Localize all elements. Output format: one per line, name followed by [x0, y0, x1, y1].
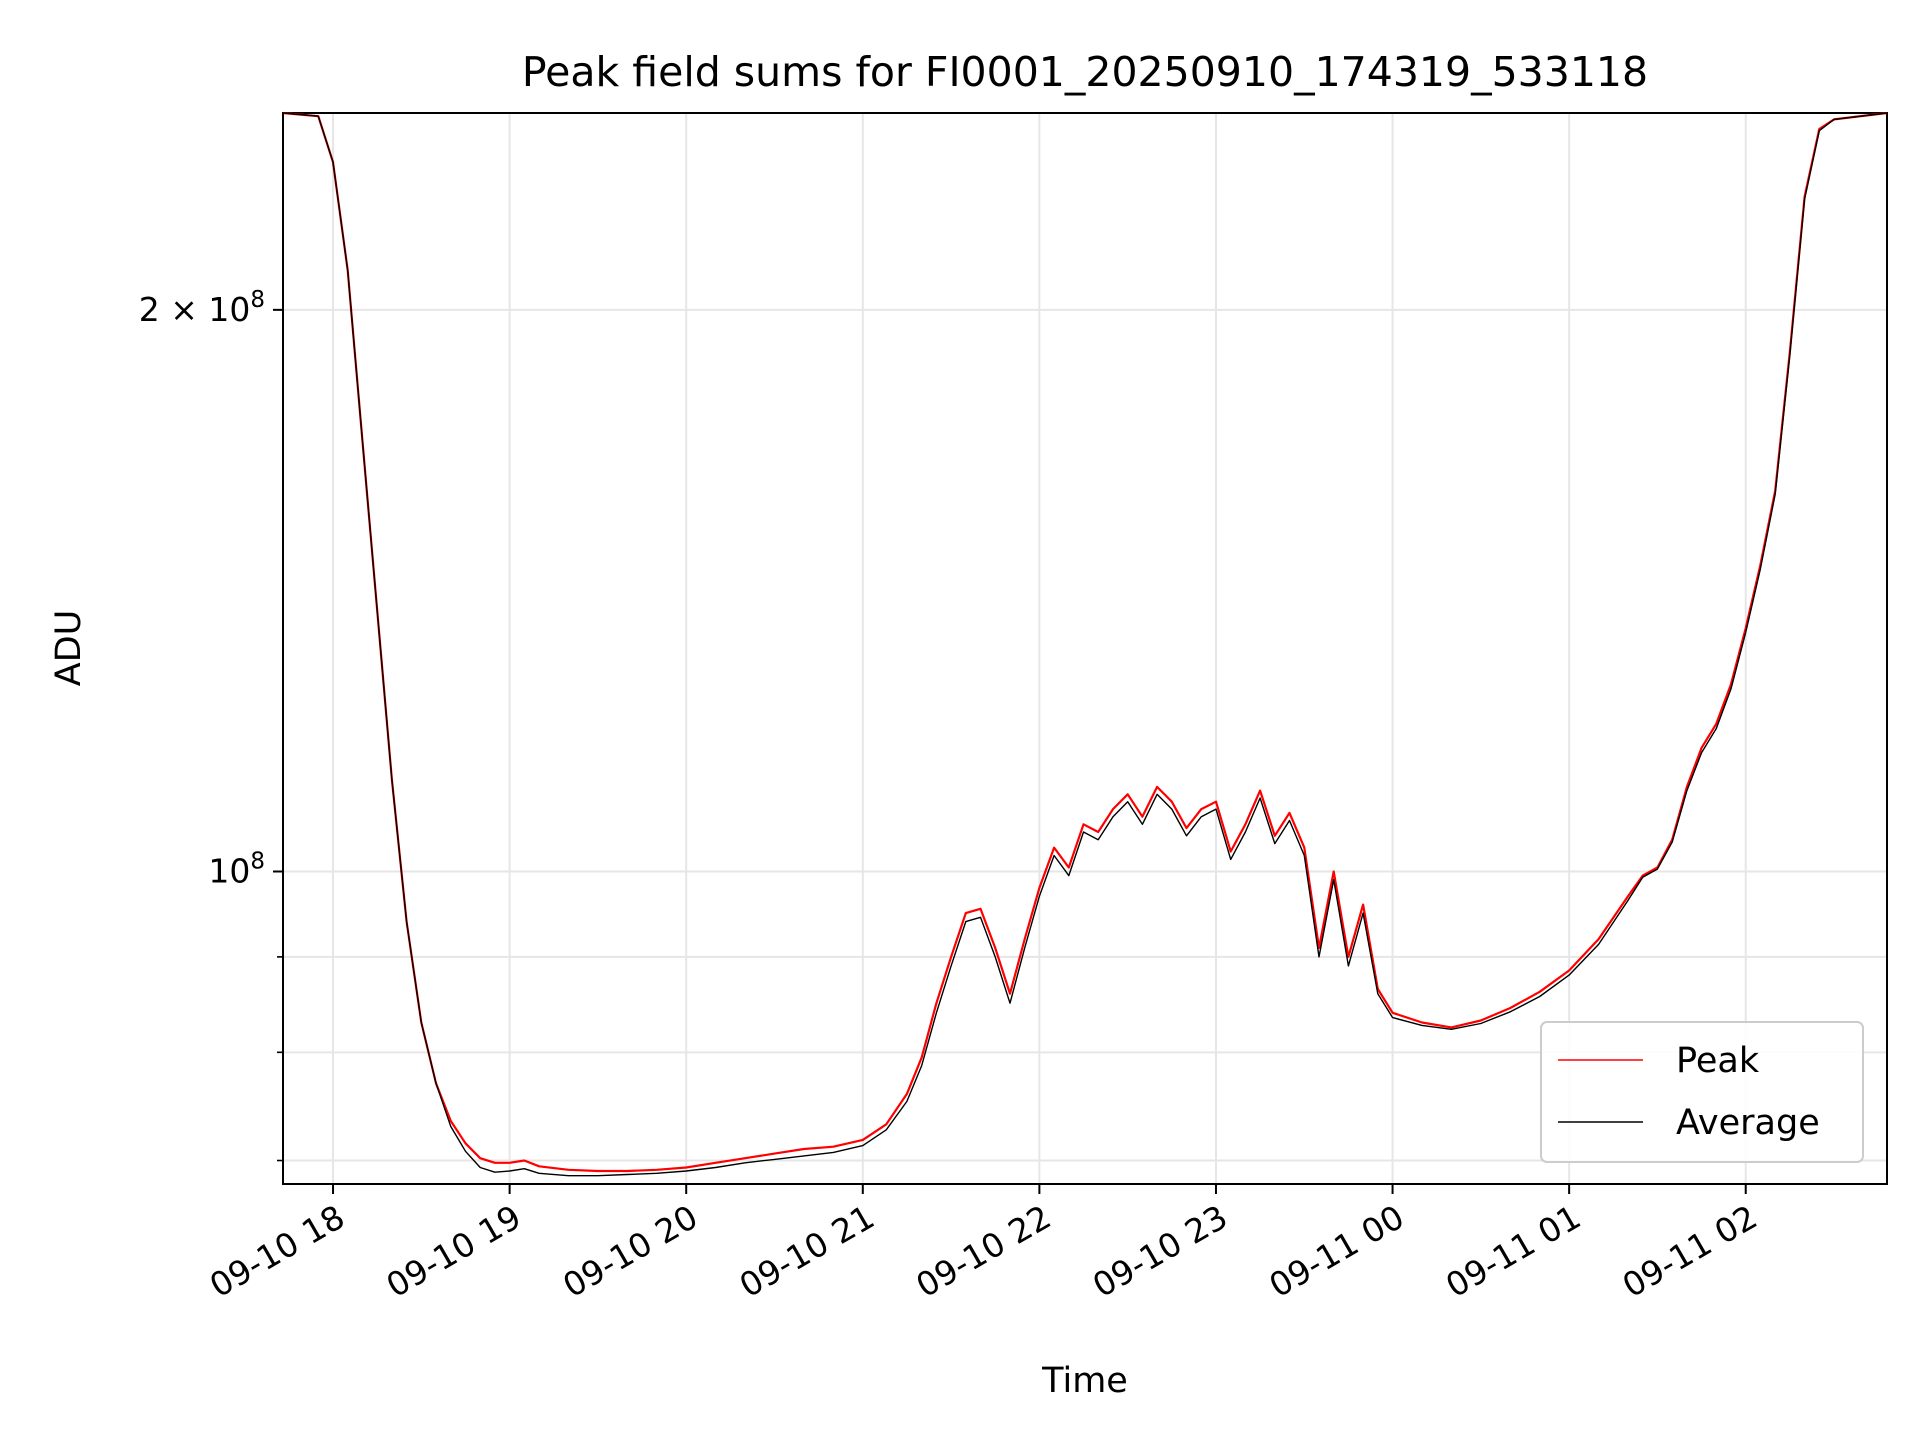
legend: Peak Average	[1540, 1021, 1864, 1163]
legend-box	[1540, 1021, 1864, 1163]
chart-title: Peak field sums for FI0001_20250910_1743…	[522, 48, 1648, 96]
series-line-peak	[282, 111, 1888, 1173]
x-axis-label: Time	[1041, 1361, 1128, 1401]
y-tick-label: 108	[208, 849, 265, 891]
series-line-average	[282, 112, 1888, 1177]
plot-frame	[282, 112, 1888, 1185]
y-ticks: 108 2 × 108	[139, 287, 283, 1162]
grid	[283, 113, 1887, 1184]
series-group	[282, 111, 1888, 1177]
y-axis-label: ADU	[49, 610, 89, 687]
legend-label-average: Average	[1676, 1103, 1820, 1143]
y-tick-label: 2 × 108	[139, 287, 265, 329]
legend-label-peak: Peak	[1676, 1041, 1760, 1081]
